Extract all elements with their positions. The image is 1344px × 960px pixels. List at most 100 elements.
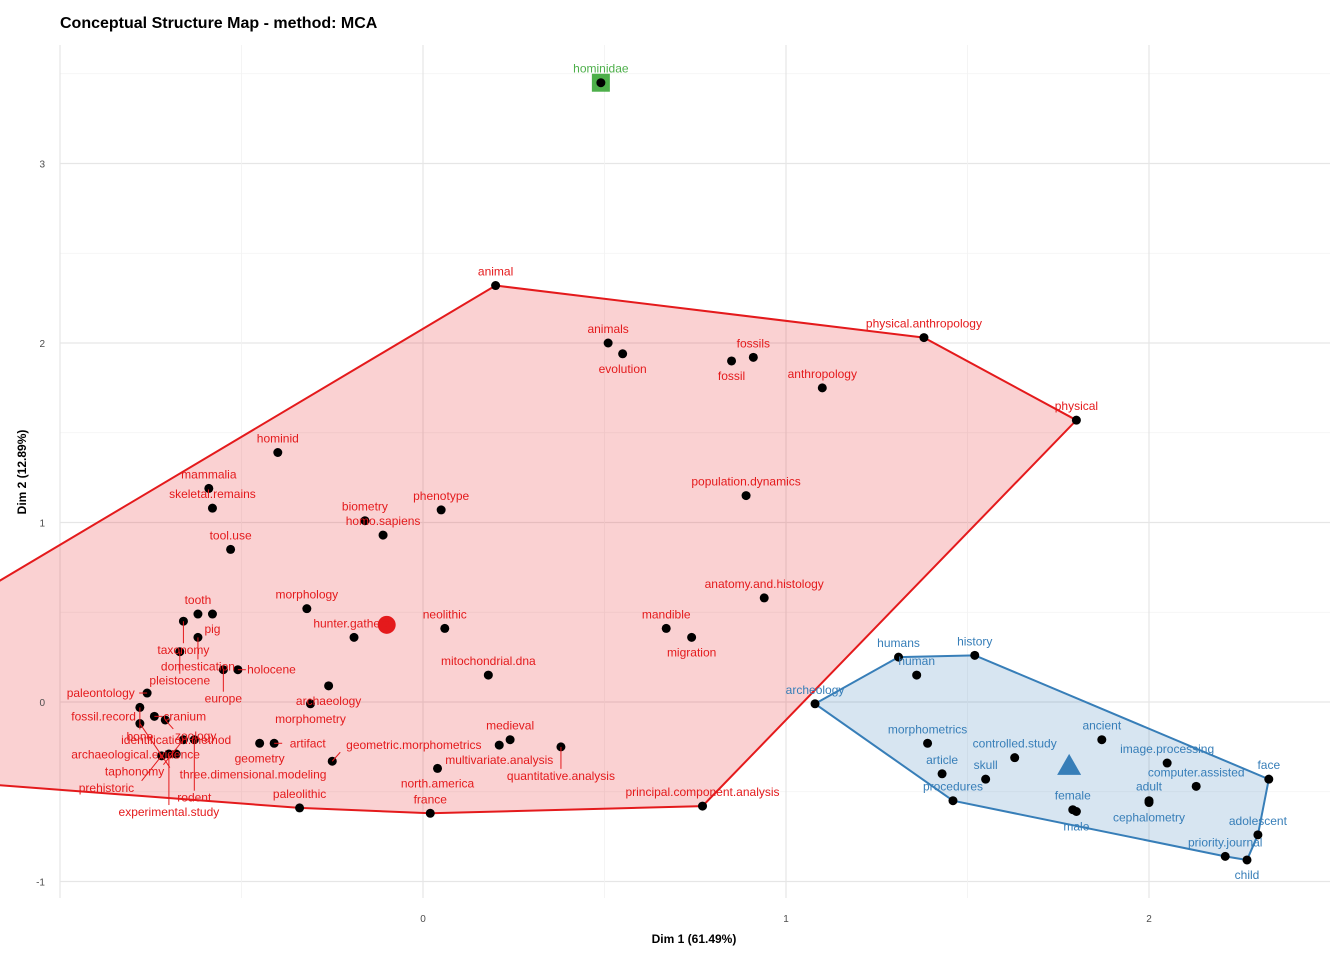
data-point xyxy=(1191,781,1201,791)
y-tick-label: -1 xyxy=(36,878,45,889)
point-label: homo.sapiens xyxy=(346,514,421,528)
point-label: paleolithic xyxy=(273,787,326,801)
point-label: controlled.study xyxy=(973,737,1057,751)
point-label: priority.journal xyxy=(1188,835,1262,849)
chart-title: Conceptual Structure Map - method: MCA xyxy=(60,15,378,32)
point-label: history xyxy=(957,634,992,648)
point-label: skull xyxy=(974,758,998,772)
point-label: physical.anthropology xyxy=(866,317,982,331)
cluster-2-hull xyxy=(813,654,1270,862)
data-point xyxy=(255,738,265,748)
point-label: cranium xyxy=(163,709,206,723)
x-axis-title: Dim 1 (61.49%) xyxy=(652,932,737,946)
point-label: face xyxy=(1257,758,1280,772)
point-label: morphometry xyxy=(275,712,346,726)
point-label: skeletal.remains xyxy=(169,487,256,501)
point-label: taxonomy xyxy=(157,643,209,657)
point-label: mandible xyxy=(642,607,691,621)
label-leader-line xyxy=(331,751,341,762)
point-label: ancient xyxy=(1082,719,1121,733)
point-label: humans xyxy=(877,636,920,650)
data-point xyxy=(1071,415,1081,425)
y-axis-title: Dim 2 (12.89%) xyxy=(15,430,29,515)
data-point xyxy=(698,801,708,811)
data-point xyxy=(226,544,236,554)
data-point xyxy=(436,505,446,515)
point-label: article xyxy=(926,753,958,767)
point-labels: animal physical.anthropology physical princ… xyxy=(67,62,1288,882)
data-point xyxy=(1220,851,1230,861)
x-tick-label: 0 xyxy=(420,914,426,925)
point-label: fossil xyxy=(718,369,745,383)
point-label: anthropology xyxy=(788,367,857,381)
point-label: biometry xyxy=(342,500,388,514)
data-point xyxy=(1097,735,1107,745)
point-label: fossils xyxy=(737,336,770,350)
data-point xyxy=(618,349,628,359)
y-tick-label: 0 xyxy=(39,698,45,709)
label-leader-line xyxy=(164,719,174,730)
point-label: anatomy.and.histology xyxy=(705,577,824,591)
point-label: male xyxy=(1063,819,1089,833)
point-label: phenotype xyxy=(413,489,469,503)
point-label: migration xyxy=(667,645,716,659)
point-label: animals xyxy=(587,322,628,336)
data-point xyxy=(727,356,737,366)
data-point xyxy=(324,681,334,691)
data-point xyxy=(1264,774,1274,784)
data-point xyxy=(433,763,443,773)
data-point xyxy=(759,593,769,603)
point-label: archaeological.evidence xyxy=(71,747,200,761)
point-label: neolithic xyxy=(423,607,467,621)
data-point xyxy=(1144,798,1154,808)
point-label: adolescent xyxy=(1229,814,1288,828)
point-label: physical xyxy=(1055,399,1098,413)
x-tick-label: 2 xyxy=(1146,914,1152,925)
label-leader-line xyxy=(139,723,171,768)
data-point xyxy=(204,483,214,493)
data-point xyxy=(1162,758,1172,768)
data-point xyxy=(193,609,203,619)
point-label: quantitative.analysis xyxy=(507,769,615,783)
point-label: mitochondrial.dna xyxy=(441,654,536,668)
data-point xyxy=(302,604,312,614)
point-label: tooth xyxy=(185,593,212,607)
data-point xyxy=(912,670,922,680)
point-label: zoology xyxy=(175,729,216,743)
data-point xyxy=(596,78,606,88)
data-point xyxy=(1010,753,1020,763)
point-label: artifact xyxy=(290,736,327,750)
point-label: morphometrics xyxy=(888,722,967,736)
data-point xyxy=(919,333,929,343)
data-point xyxy=(810,699,820,709)
data-point xyxy=(295,803,305,813)
plot-grid xyxy=(59,45,1330,898)
point-label: evolution xyxy=(599,362,647,376)
point-label: prehistoric xyxy=(79,781,134,795)
point-label: mammalia xyxy=(181,467,237,481)
x-tick-label: 1 xyxy=(783,914,789,925)
data-point xyxy=(748,352,758,362)
data-point xyxy=(1071,806,1081,816)
data-point xyxy=(491,281,501,291)
data-point xyxy=(937,769,947,779)
y-tick-label: 3 xyxy=(39,160,45,171)
point-label: taphonomy xyxy=(105,765,164,779)
point-label: multivariate.analysis xyxy=(445,753,553,767)
data-point xyxy=(970,650,980,660)
data-point xyxy=(440,623,450,633)
data-point xyxy=(494,740,504,750)
data-point xyxy=(894,652,904,662)
point-label: geometry xyxy=(235,751,285,765)
data-point xyxy=(378,530,388,540)
point-label: experimental.study xyxy=(119,805,220,819)
point-label: population.dynamics xyxy=(691,475,800,489)
cluster-1-centroid xyxy=(377,615,396,634)
axis-ticks: 0 1 2 -1 0 1 2 3 xyxy=(36,160,1152,926)
data-point xyxy=(923,738,933,748)
point-label: pleistocene xyxy=(149,674,210,688)
label-leader-line xyxy=(141,755,163,782)
data-point xyxy=(305,699,315,709)
point-label: pig xyxy=(204,622,220,636)
